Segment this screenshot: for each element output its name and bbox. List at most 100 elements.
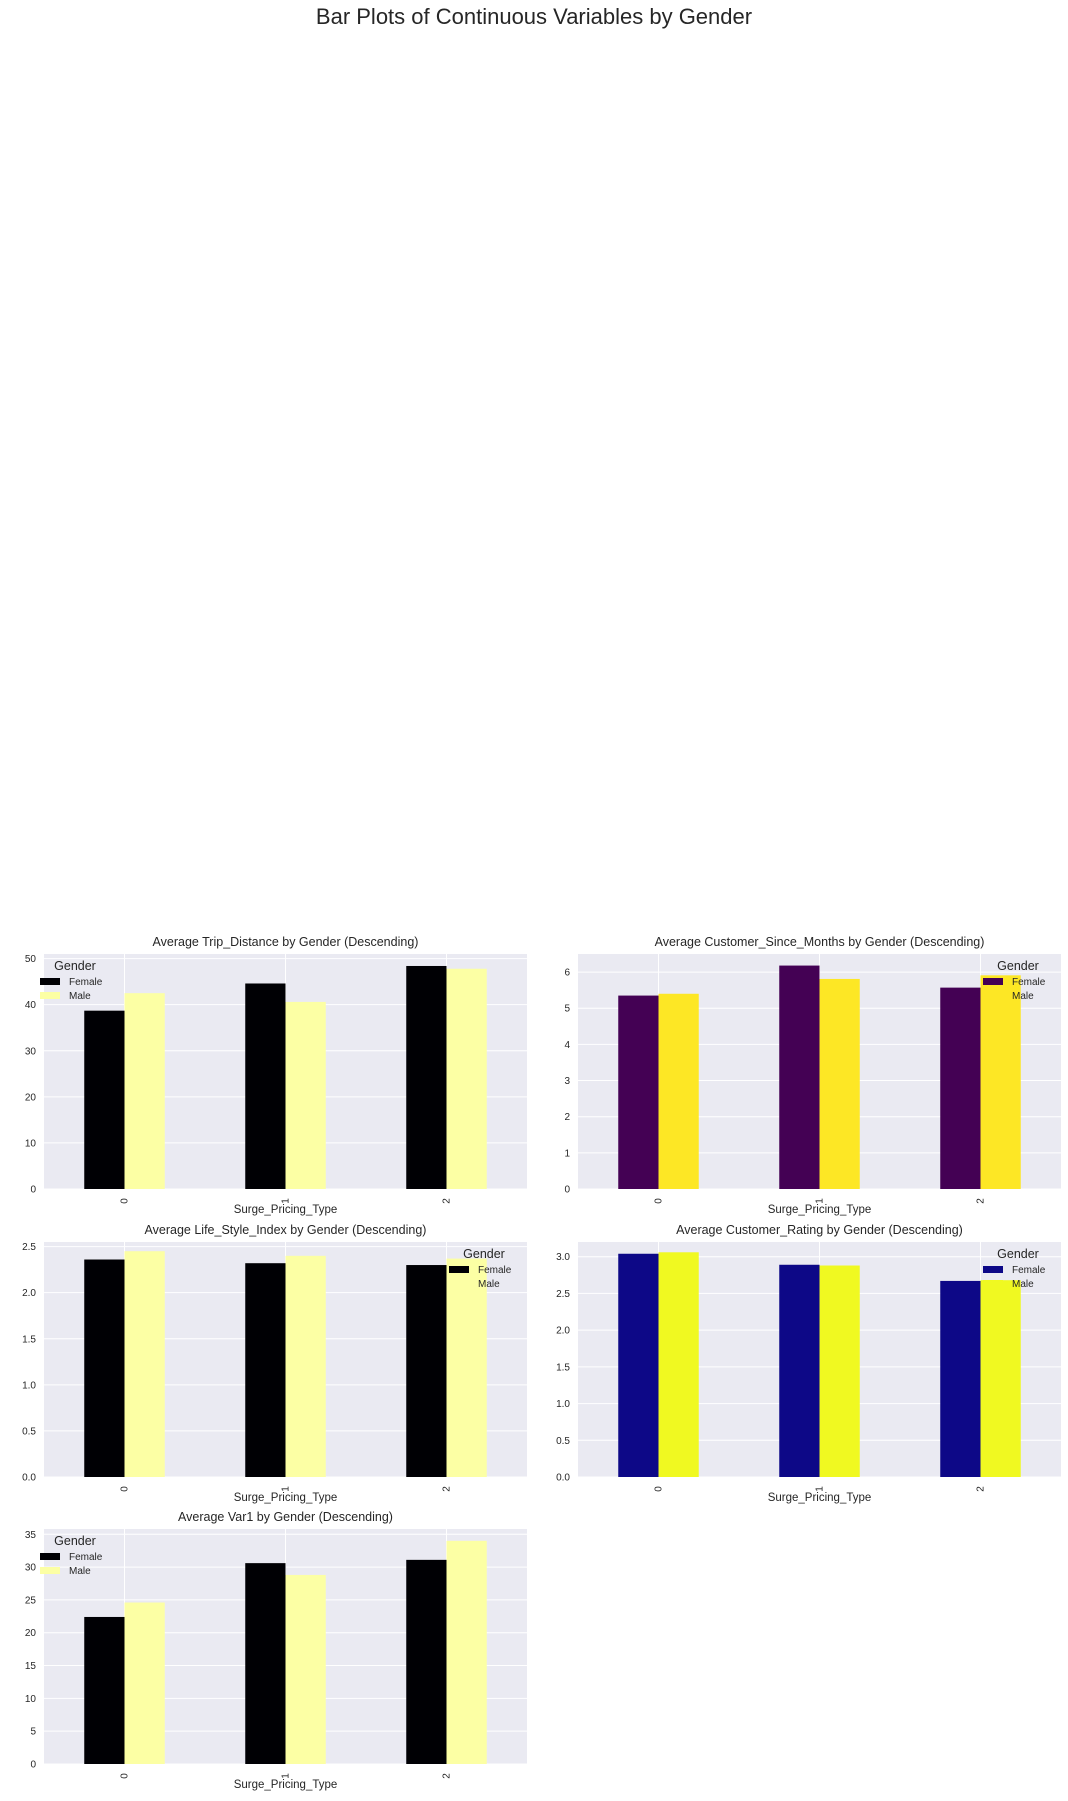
legend-title: Gender	[54, 959, 96, 973]
x-axis-label: Surge_Pricing_Type	[234, 1492, 338, 1504]
legend: Gender Female Male	[983, 959, 1046, 1002]
legend-label-female: Female	[69, 1552, 103, 1563]
y-tick-label: 20	[25, 1092, 37, 1103]
y-tick-label: 1.5	[22, 1334, 36, 1345]
chart-title: Average Var1 by Gender (Descending)	[178, 1510, 393, 1524]
y-tick-label: 35	[25, 1530, 37, 1541]
x-tick-label: 2	[976, 1486, 987, 1492]
legend-swatch-female	[40, 978, 60, 985]
x-tick-label: 2	[442, 1773, 453, 1779]
bar-male-2	[980, 1280, 1021, 1477]
figure-title: Bar Plots of Continuous Variables by Gen…	[315, 4, 753, 29]
legend-label-female: Female	[69, 977, 103, 988]
x-axis-label: Surge_Pricing_Type	[234, 1779, 338, 1791]
legend-swatch-male	[983, 992, 1003, 999]
bar-female-2	[406, 965, 447, 1189]
bar-male-1	[285, 1255, 326, 1477]
x-tick-label: 1	[815, 1486, 826, 1492]
y-tick-label: 50	[25, 954, 37, 965]
y-tick-label: 3	[564, 1076, 570, 1087]
x-axis-label: Surge_Pricing_Type	[234, 1204, 338, 1216]
y-tick-label: 30	[25, 1046, 37, 1057]
y-tick-label: 0.0	[556, 1473, 570, 1484]
bar-male-0	[124, 993, 165, 1189]
chart-title: Average Life_Style_Index by Gender (Desc…	[145, 1223, 427, 1237]
x-tick-label: 2	[442, 1486, 453, 1492]
chart-customer-rating: Average Customer_Rating by Gender (Desce…	[556, 1223, 1061, 1504]
bar-female-2	[406, 1265, 447, 1477]
x-tick-label: 1	[815, 1198, 826, 1204]
y-tick-label: 0.0	[22, 1473, 36, 1484]
y-tick-label: 15	[25, 1661, 37, 1672]
legend-swatch-male	[983, 1280, 1003, 1287]
legend-title: Gender	[54, 1534, 96, 1548]
legend-label-male: Male	[69, 991, 91, 1002]
legend-label-male: Male	[69, 1566, 91, 1577]
bar-male-0	[658, 993, 699, 1189]
legend-swatch-male	[40, 1567, 60, 1574]
legend-label-male: Male	[478, 1279, 500, 1290]
legend-label-female: Female	[1012, 1265, 1046, 1276]
chart-title: Average Customer_Rating by Gender (Desce…	[676, 1223, 963, 1237]
y-tick-label: 10	[25, 1694, 37, 1705]
bar-male-1	[285, 1574, 326, 1764]
bar-female-0	[618, 1253, 659, 1477]
bar-male-0	[124, 1602, 165, 1764]
legend-swatch-female	[983, 1266, 1003, 1273]
legend-title: Gender	[997, 1247, 1039, 1261]
x-tick-label: 0	[120, 1198, 131, 1204]
x-tick-label: 1	[281, 1198, 292, 1204]
legend: Gender Female Male	[40, 959, 103, 1002]
legend: Gender Female Male	[40, 1534, 103, 1577]
chart-customer-since-months: Average Customer_Since_Months by Gender …	[564, 935, 1061, 1216]
legend: Gender Female Male	[449, 1247, 512, 1290]
x-tick-label: 2	[976, 1198, 987, 1204]
bar-female-0	[618, 995, 659, 1189]
chart-var1: Average Var1 by Gender (Descending) 0 5 10 1…	[25, 1510, 527, 1791]
y-tick-label: 2	[564, 1112, 570, 1123]
bar-female-0	[84, 1616, 125, 1764]
y-tick-label: 5	[564, 1004, 570, 1015]
chart-trip-distance: Average Trip_Distance by Gender (Descend…	[25, 935, 527, 1216]
bar-male-2	[980, 975, 1021, 1189]
bar-female-2	[940, 1280, 981, 1477]
y-tick-label: 0	[30, 1185, 36, 1196]
chart-title: Average Trip_Distance by Gender (Descend…	[153, 935, 419, 949]
y-tick-label: 4	[564, 1040, 570, 1051]
legend-swatch-male	[40, 992, 60, 999]
x-tick-label: 0	[654, 1486, 665, 1492]
bar-female-0	[84, 1259, 125, 1477]
y-tick-label: 0.5	[556, 1436, 570, 1447]
x-tick-label: 0	[120, 1773, 131, 1779]
bar-male-2	[446, 1258, 487, 1477]
legend-label-male: Male	[1012, 1279, 1034, 1290]
y-tick-label: 20	[25, 1628, 37, 1639]
x-axis-label: Surge_Pricing_Type	[768, 1204, 872, 1216]
y-tick-label: 1.0	[556, 1399, 570, 1410]
bar-male-0	[124, 1251, 165, 1477]
y-tick-label: 0	[30, 1760, 36, 1771]
x-tick-label: 1	[281, 1486, 292, 1492]
y-tick-label: 25	[25, 1595, 37, 1606]
bar-female-2	[406, 1559, 447, 1764]
legend: Gender Female Male	[983, 1247, 1046, 1290]
y-tick-label: 30	[25, 1563, 37, 1574]
y-tick-label: 5	[30, 1727, 36, 1738]
y-tick-label: 2.0	[22, 1288, 36, 1299]
y-tick-label: 2.0	[556, 1326, 570, 1337]
legend-label-male: Male	[1012, 991, 1034, 1002]
y-tick-label: 10	[25, 1138, 37, 1149]
bar-male-1	[819, 978, 860, 1189]
bar-female-1	[245, 1263, 286, 1477]
y-tick-label: 1.5	[556, 1362, 570, 1373]
bar-female-1	[245, 1563, 286, 1764]
legend-label-female: Female	[478, 1265, 512, 1276]
legend-swatch-female	[449, 1266, 469, 1273]
x-axis-label: Surge_Pricing_Type	[768, 1492, 872, 1504]
bar-male-0	[658, 1252, 699, 1477]
bar-female-0	[84, 1010, 125, 1189]
y-tick-label: 0.5	[22, 1426, 36, 1437]
legend-title: Gender	[463, 1247, 505, 1261]
legend-swatch-female	[983, 978, 1003, 985]
bar-male-2	[446, 968, 487, 1189]
